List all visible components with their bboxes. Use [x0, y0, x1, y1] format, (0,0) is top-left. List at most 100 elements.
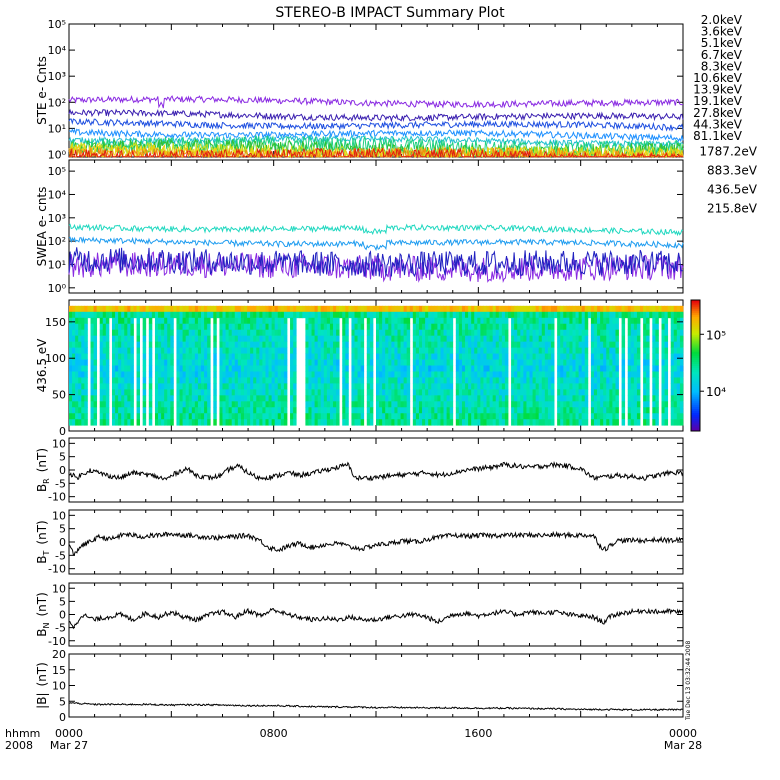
- heatmap-cell: [578, 311, 583, 319]
- heatmap-cell: [105, 323, 110, 331]
- heatmap-cell: [578, 305, 583, 313]
- heatmap-cell: [443, 377, 448, 384]
- heatmap-cell: [434, 371, 438, 378]
- heatmap-cell: [69, 377, 73, 384]
- heatmap-cell: [661, 377, 665, 384]
- heatmap-cell: [379, 407, 383, 414]
- heatmap-cell: [314, 395, 319, 402]
- heatmap-cell: [130, 329, 134, 337]
- heatmap-cell: [354, 395, 358, 402]
- heatmap-cell: [603, 305, 607, 313]
- y-tick-label: 10: [52, 680, 66, 693]
- heatmap-cell: [311, 347, 315, 354]
- heatmap-cell: [480, 365, 484, 372]
- heatmap-cell: [336, 347, 340, 354]
- heatmap-cell: [670, 389, 675, 396]
- heatmap-cell: [204, 401, 208, 408]
- heatmap-cell: [477, 311, 481, 319]
- heatmap-cell: [194, 341, 199, 348]
- heatmap-cell: [329, 347, 334, 354]
- heatmap-cell: [179, 383, 183, 390]
- heatmap-cell: [326, 371, 331, 378]
- heatmap-cell: [661, 383, 665, 390]
- heatmap-cell: [179, 335, 183, 343]
- heatmap-cell: [154, 419, 159, 426]
- heatmap-cell: [480, 383, 484, 390]
- heatmap-cell: [670, 353, 675, 360]
- heatmap-cell: [474, 401, 478, 408]
- heatmap-cell: [320, 323, 325, 331]
- heatmap-cell: [550, 389, 555, 396]
- heatmap-cell: [204, 365, 208, 372]
- heatmap-cell: [105, 341, 110, 348]
- heatmap-cell: [655, 353, 659, 360]
- heatmap-cell: [385, 359, 389, 366]
- heatmap-cell: [345, 305, 349, 313]
- heatmap-cell: [468, 323, 472, 331]
- heatmap-cell: [468, 305, 472, 313]
- heatmap-cell: [538, 329, 543, 337]
- heatmap-cell: [259, 389, 263, 396]
- heatmap-cell: [541, 341, 546, 348]
- heatmap-cell: [474, 311, 478, 319]
- heatmap-cell: [336, 401, 340, 408]
- heatmap-cell: [523, 329, 527, 337]
- heatmap-cell: [115, 317, 119, 325]
- heatmap-cell: [93, 347, 98, 354]
- heatmap-cell: [345, 377, 349, 384]
- heatmap-cell: [118, 359, 122, 366]
- heatmap-cell: [188, 395, 193, 402]
- heatmap-cell: [679, 323, 684, 331]
- heatmap-cell: [581, 395, 586, 402]
- heatmap-cell: [406, 401, 411, 408]
- heatmap-cell: [483, 383, 487, 390]
- heatmap-cell: [250, 413, 254, 420]
- heatmap-cell: [397, 407, 401, 414]
- heatmap-cell: [535, 365, 540, 372]
- heatmap-cell: [418, 401, 423, 408]
- heatmap-cell: [237, 383, 242, 390]
- heatmap-cell: [550, 377, 555, 384]
- colorbar-band: [691, 365, 700, 369]
- heatmap-cell: [603, 383, 607, 390]
- heatmap-cell: [222, 395, 226, 402]
- heatmap-cell: [234, 389, 239, 396]
- heatmap-cell: [600, 413, 604, 420]
- heatmap-cell: [391, 347, 395, 354]
- heatmap-cell: [603, 311, 607, 319]
- heatmap-cell: [84, 329, 88, 337]
- heatmap-cell: [293, 401, 297, 408]
- heatmap-cell: [501, 335, 506, 343]
- heatmap-cell: [664, 383, 669, 390]
- heatmap-cell: [526, 383, 530, 390]
- heatmap-cell: [600, 335, 604, 343]
- heatmap-cell: [188, 419, 193, 426]
- heatmap-cell: [379, 359, 383, 366]
- heatmap-cell: [243, 353, 248, 360]
- heatmap-cell: [342, 377, 346, 384]
- heatmap-cell: [197, 401, 202, 408]
- heatmap-cell: [81, 383, 85, 390]
- heatmap-cell: [256, 389, 260, 396]
- heatmap-cell: [388, 329, 392, 337]
- heatmap-cell: [326, 347, 331, 354]
- heatmap-cell: [293, 377, 297, 384]
- heatmap-cell: [612, 401, 616, 408]
- heatmap-cell: [492, 359, 497, 366]
- heatmap-cell: [443, 311, 448, 319]
- heatmap-cell: [247, 323, 251, 331]
- heatmap-cell: [511, 371, 515, 378]
- heatmap-cell: [237, 335, 242, 343]
- heatmap-cell: [78, 377, 82, 384]
- heatmap-cell: [191, 377, 196, 384]
- heatmap-cell: [283, 317, 288, 325]
- heatmap-cell: [333, 305, 337, 313]
- heatmap-cell: [111, 341, 116, 348]
- heatmap-cell: [231, 335, 236, 343]
- heatmap-cell: [305, 365, 309, 372]
- heatmap-cell: [597, 365, 601, 372]
- heatmap-cell: [575, 407, 580, 414]
- heatmap-cell: [673, 383, 678, 390]
- heatmap-cell: [250, 389, 254, 396]
- heatmap-cell: [523, 371, 527, 378]
